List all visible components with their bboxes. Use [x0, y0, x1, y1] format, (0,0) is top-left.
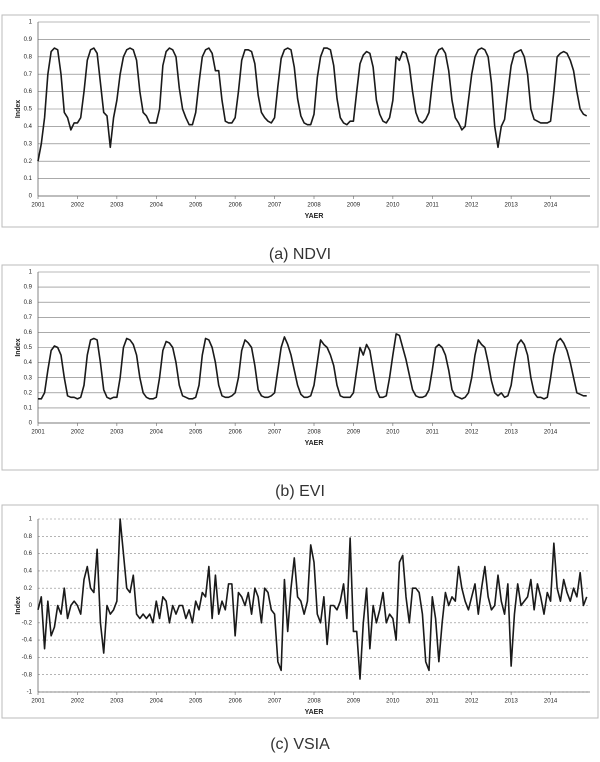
chart-frame	[1, 14, 599, 228]
y-tick-label: 0.7	[24, 315, 33, 321]
y-tick-label: 0.4	[24, 568, 33, 574]
x-tick-label: 2013	[504, 203, 518, 209]
y-tick-label: 0.8	[24, 534, 33, 540]
y-tick-label: 0.3	[24, 141, 33, 147]
x-tick-label: 2003	[110, 203, 124, 209]
x-tick-label: 2010	[386, 430, 400, 436]
x-tick-label: 2011	[426, 203, 440, 209]
y-tick-label: 0.4	[24, 360, 33, 366]
x-tick-label: 2010	[386, 203, 400, 209]
x-tick-label: 2013	[504, 430, 518, 436]
y-tick-label: 0.5	[24, 107, 33, 113]
x-tick-label: 2013	[504, 699, 518, 705]
chart-frame	[1, 264, 599, 471]
x-tick-label: 2007	[268, 699, 282, 705]
caption: (a) NDVI	[269, 246, 331, 263]
x-tick-label: 2007	[268, 203, 282, 209]
x-tick-label: 2014	[544, 203, 558, 209]
x-tick-label: 2003	[110, 430, 124, 436]
x-tick-label: 2014	[544, 699, 558, 705]
x-tick-label: 2007	[268, 430, 282, 436]
y-tick-label: 0	[29, 603, 33, 609]
x-tick-label: 2004	[150, 699, 164, 705]
x-axis-title: YAER	[305, 709, 324, 716]
y-tick-label: 0.3	[24, 375, 33, 381]
x-tick-label: 2004	[150, 203, 164, 209]
y-tick-label: 0.5	[24, 345, 33, 351]
y-tick-label: 0	[29, 194, 33, 200]
x-tick-label: 2011	[426, 699, 440, 705]
y-tick-label: 0.8	[24, 54, 33, 60]
y-axis-title: Index	[15, 596, 22, 614]
x-tick-label: 2014	[544, 430, 558, 436]
x-tick-label: 2012	[465, 203, 479, 209]
y-tick-label: 0.6	[24, 551, 33, 557]
y-axis-title: Index	[15, 338, 22, 356]
x-tick-label: 2002	[71, 203, 85, 209]
x-tick-label: 2012	[465, 430, 479, 436]
y-tick-label: 1	[29, 270, 33, 276]
x-tick-label: 2008	[307, 203, 321, 209]
y-tick-label: 0	[29, 421, 33, 427]
x-tick-label: 2006	[228, 203, 242, 209]
x-tick-label: 2006	[228, 699, 242, 705]
y-tick-label: 0.1	[24, 176, 33, 182]
x-tick-label: 2001	[31, 699, 45, 705]
chart-frame	[1, 504, 599, 719]
x-tick-label: 2001	[31, 430, 45, 436]
x-tick-label: 2009	[347, 699, 361, 705]
x-tick-label: 2001	[31, 203, 45, 209]
y-tick-label: 0.4	[24, 124, 33, 130]
data-line	[37, 518, 588, 680]
data-line	[38, 333, 587, 400]
x-tick-label: 2005	[189, 430, 203, 436]
y-tick-label: 0.2	[24, 586, 33, 592]
y-tick-label: 1	[29, 517, 33, 523]
caption: (c) VSIA	[270, 736, 330, 753]
x-tick-label: 2002	[71, 430, 85, 436]
x-tick-label: 2005	[189, 203, 203, 209]
y-tick-label: -1	[27, 690, 33, 696]
y-tick-label: 0.9	[24, 285, 33, 291]
y-tick-label: 0.2	[24, 159, 33, 165]
x-tick-label: 2008	[307, 699, 321, 705]
y-tick-label: 0.9	[24, 37, 33, 43]
caption: (b) EVI	[275, 483, 325, 500]
x-tick-label: 2009	[347, 430, 361, 436]
x-tick-label: 2012	[465, 699, 479, 705]
y-tick-label: -0.4	[22, 638, 33, 644]
x-tick-label: 2010	[386, 699, 400, 705]
x-tick-label: 2002	[71, 699, 85, 705]
y-tick-label: -0.2	[22, 620, 33, 626]
x-axis-title: YAER	[305, 440, 324, 447]
y-tick-label: 0.6	[24, 89, 33, 95]
x-tick-label: 2008	[307, 430, 321, 436]
x-tick-label: 2005	[189, 699, 203, 705]
y-tick-label: -0.8	[22, 672, 33, 678]
y-tick-label: 1	[29, 20, 33, 26]
x-axis-title: YAER	[305, 213, 324, 220]
y-axis-title: Index	[15, 100, 22, 118]
x-tick-label: 2011	[426, 430, 440, 436]
x-tick-label: 2003	[110, 699, 124, 705]
y-tick-label: -0.6	[22, 655, 33, 661]
x-tick-label: 2006	[228, 430, 242, 436]
y-tick-label: 0.2	[24, 390, 33, 396]
y-tick-label: 0.7	[24, 72, 33, 78]
y-tick-label: 0.1	[24, 405, 33, 411]
data-line	[37, 47, 588, 162]
y-tick-label: 0.6	[24, 330, 33, 336]
x-tick-label: 2004	[150, 430, 164, 436]
y-tick-label: 0.8	[24, 300, 33, 306]
x-tick-label: 2009	[347, 203, 361, 209]
